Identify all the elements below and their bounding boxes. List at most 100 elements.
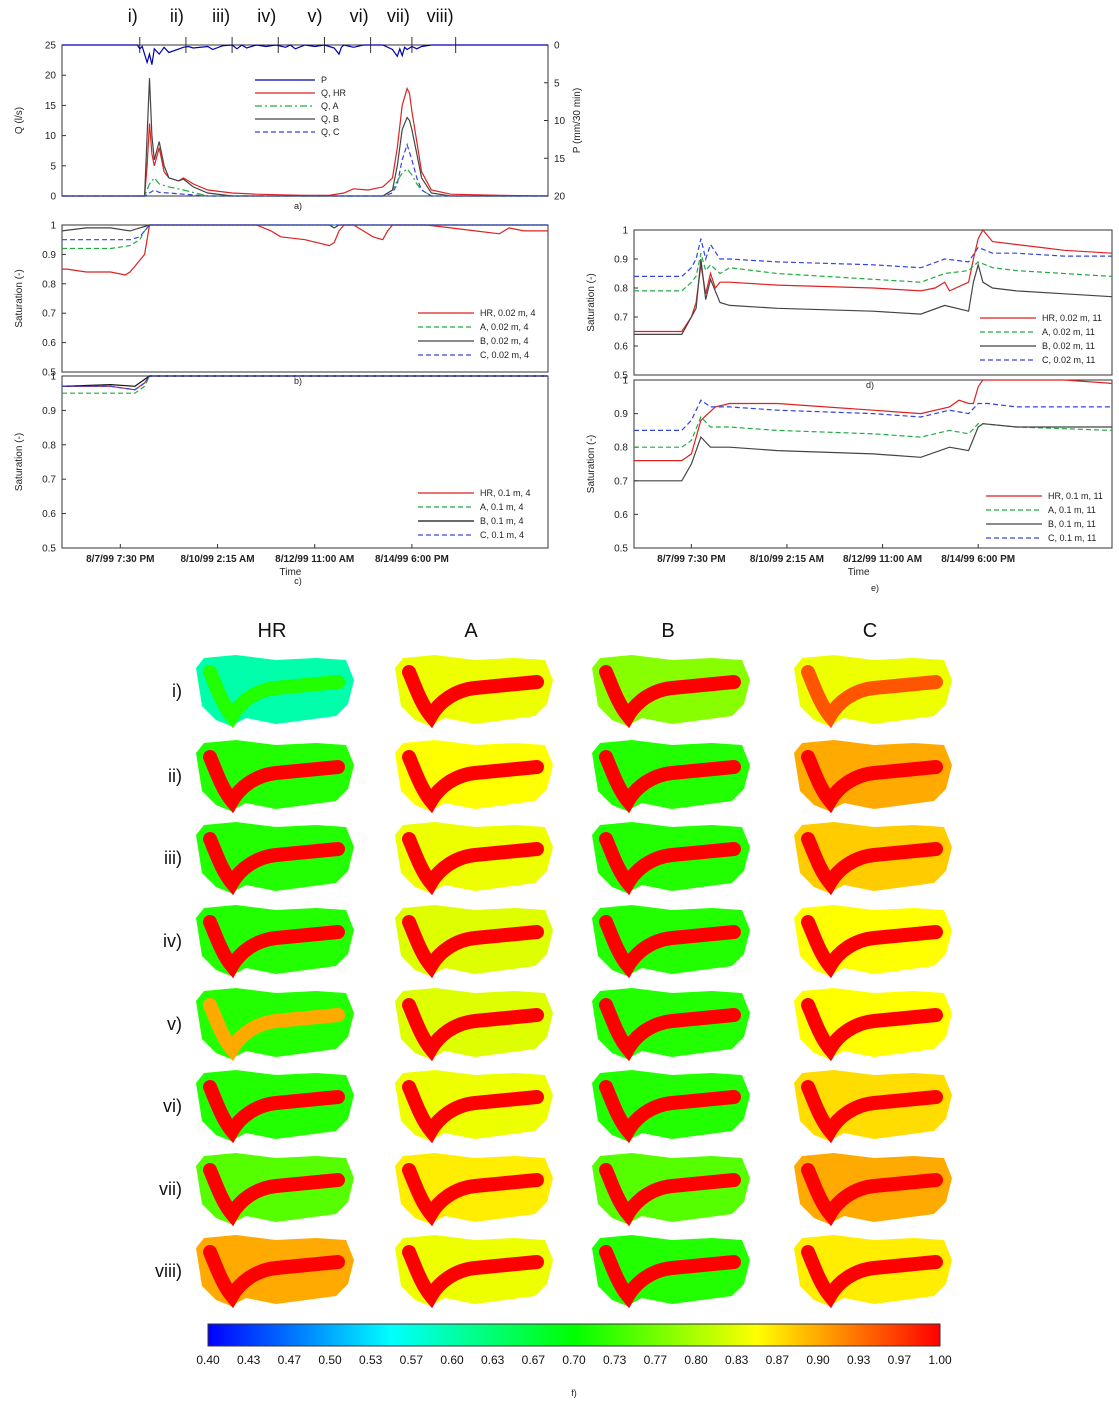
map-channel [599, 998, 741, 1062]
saturation-map [196, 655, 354, 729]
panel-label: b) [294, 376, 302, 386]
y-tick-label: 0.7 [614, 313, 628, 324]
y-tick-label: 0.8 [614, 443, 628, 454]
legend-label: HR, 0.02 m, 11 [1042, 313, 1102, 323]
series-line-b-0-02-m-4 [61, 224, 548, 232]
y-tick-label: 0.5 [42, 368, 56, 379]
series-line-b-0-02-m-11 [634, 258, 1113, 335]
legend-label: B, 0.02 m, 4 [480, 336, 529, 346]
y-tick-label: 0.6 [42, 338, 56, 349]
series-line-hr-0-1-m-4 [62, 375, 548, 391]
y2-tick-label: 5 [554, 78, 560, 89]
legend-label: C, 0.02 m, 4 [480, 350, 529, 360]
x-tick-label: 8/12/99 11:00 AM [843, 554, 922, 565]
saturation-map [794, 655, 952, 729]
colorbar-tick-label: 0.63 [481, 1353, 505, 1367]
map-channel [402, 998, 544, 1062]
map-channel [203, 832, 345, 896]
y-axis-label: Saturation (-) [586, 435, 597, 493]
saturation-map [794, 740, 952, 814]
legend-label: HR, 0.02 m, 4 [480, 308, 536, 318]
x-axis-label: Time [848, 567, 870, 578]
legend-label: B, 0.1 m, 11 [1048, 519, 1096, 529]
legend-label: C, 0.1 m, 11 [1048, 533, 1096, 543]
saturation-map [196, 1070, 354, 1144]
legend-label: P [321, 75, 327, 85]
series-line-c-0-1-m-4 [62, 375, 548, 391]
colorbar-tick-label: 0.97 [888, 1353, 912, 1367]
map-channel [203, 1245, 345, 1309]
map-channel [402, 1245, 544, 1309]
y-tick-label: 0.9 [614, 409, 628, 420]
row-label: v) [167, 1014, 182, 1034]
column-header: C [863, 620, 877, 642]
row-label: iv) [163, 931, 182, 951]
colorbar-tick-label: 0.40 [196, 1353, 220, 1367]
saturation-map [794, 988, 952, 1062]
period-label: vii) [387, 6, 410, 26]
period-label: i) [128, 6, 138, 26]
saturation-map [395, 740, 553, 814]
map-channel [203, 998, 345, 1062]
map-channel [599, 832, 741, 896]
panel-label: a) [294, 201, 302, 211]
map-channel [801, 750, 943, 814]
colorbar-tick-label: 0.87 [766, 1353, 790, 1367]
period-label: iv) [257, 6, 276, 26]
y2-axis-label: P (mm/30 min) [572, 88, 583, 153]
legend-label: HR, 0.1 m, 4 [480, 488, 531, 498]
y2-tick-label: 0 [554, 41, 560, 52]
map-channel [599, 1163, 741, 1227]
colorbar [207, 1323, 941, 1347]
map-channel [402, 665, 544, 729]
y-axis-label: Q (l/s) [14, 107, 25, 134]
saturation-map [592, 1235, 750, 1309]
series-line-q-a [62, 167, 548, 197]
series-line-b-0-1-m-4 [61, 375, 548, 387]
x-tick-label: 8/14/99 6:00 PM [941, 554, 1015, 565]
series-line-a-0-02-m-4 [62, 224, 548, 250]
y-tick-label: 0.9 [42, 250, 56, 261]
saturation-map [794, 1070, 952, 1144]
map-channel [599, 665, 741, 729]
series-line-c-0-02-m-4 [62, 224, 548, 241]
panel-label: c) [294, 576, 302, 586]
saturation-map [794, 1153, 952, 1227]
period-label: vi) [350, 6, 369, 26]
colorbar-tick-label: 0.70 [562, 1353, 586, 1367]
colorbar-tick-label: 0.83 [725, 1353, 749, 1367]
colorbar-tick-label: 0.57 [400, 1353, 424, 1367]
legend-label: Q, A [321, 101, 339, 111]
map-channel [203, 665, 345, 729]
series-line-hr-0-1-m-11 [634, 379, 1113, 462]
series-line-q-c [62, 142, 548, 197]
saturation-map [395, 905, 553, 979]
series-line-a-0-1-m-4 [62, 375, 548, 394]
legend-label: B, 0.02 m, 11 [1042, 341, 1095, 351]
legend-label: Q, B [321, 114, 339, 124]
legend-label: A, 0.1 m, 4 [480, 502, 524, 512]
legend-label: B, 0.1 m, 4 [480, 516, 524, 526]
map-channel [402, 1163, 544, 1227]
y-axis-label: Saturation (-) [14, 433, 25, 491]
saturation-map [794, 905, 952, 979]
map-channel [801, 1245, 943, 1309]
y-tick-label: 0.6 [614, 342, 628, 353]
map-channel [801, 1163, 943, 1227]
colorbar-tick-label: 1.00 [928, 1353, 952, 1367]
y-tick-label: 0 [50, 192, 56, 203]
series-line-q-b [62, 78, 548, 197]
y-tick-label: 0.6 [42, 509, 56, 520]
plot-frame-b [61, 224, 549, 373]
legend-label: Q, C [321, 127, 340, 137]
y-tick-label: 0.9 [614, 255, 628, 266]
y-tick-label: 0.8 [42, 440, 56, 451]
colorbar-tick-label: 0.43 [237, 1353, 261, 1367]
map-channel [801, 915, 943, 979]
series-line-a-0-1-m-11 [634, 415, 1113, 448]
y-tick-label: 1 [622, 226, 628, 237]
y-tick-label: 25 [45, 41, 57, 52]
plot-frame-d [633, 229, 1113, 376]
x-tick-label: 8/12/99 11:00 AM [275, 554, 354, 565]
column-header: A [464, 620, 478, 642]
